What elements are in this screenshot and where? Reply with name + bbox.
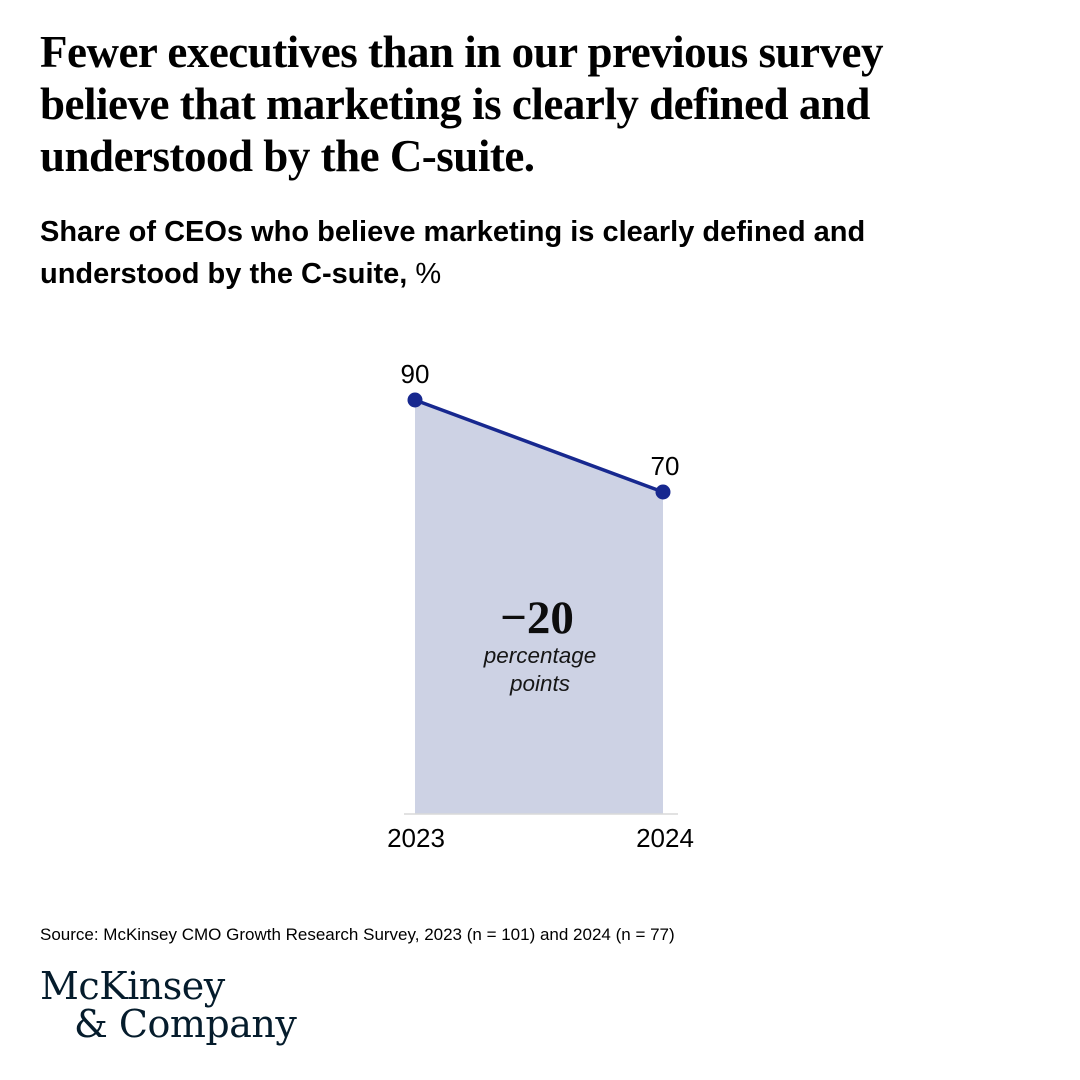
trend-line (414, 398, 664, 494)
data-point-2024 (655, 484, 671, 500)
value-label-2023: 90 (401, 359, 430, 389)
delta-caption-line2: points (509, 671, 570, 696)
logo-line-2: & Company (74, 1002, 297, 1046)
mckinsey-logo: McKinsey & Company (40, 964, 297, 1046)
subtitle-line-2: understood by the C-suite, % (40, 253, 1040, 295)
data-point-2023 (407, 392, 423, 408)
chart-subtitle: Share of CEOs who believe marketing is c… (40, 211, 1040, 295)
subtitle-line-1: Share of CEOs who believe marketing is c… (40, 216, 866, 248)
logo-line-1: McKinsey (40, 964, 225, 1008)
delta-caption-line1: percentage (483, 643, 597, 668)
title-line-3: understood by the C-suite. (40, 131, 535, 181)
page-title: Fewer executives than in our previous su… (40, 26, 1040, 182)
x-tick-2024: 2024 (636, 823, 694, 853)
title-line-2: believe that marketing is clearly define… (40, 79, 870, 129)
x-tick-2023: 2023 (387, 823, 445, 853)
chart-area-fill (415, 400, 663, 814)
title-line-1: Fewer executives than in our previous su… (40, 27, 883, 77)
subtitle-line-2-text: understood by the C-suite, (40, 258, 408, 290)
source-note: Source: McKinsey CMO Growth Research Sur… (40, 925, 675, 944)
delta-value: −20 (500, 592, 574, 644)
value-label-2024: 70 (651, 451, 680, 481)
subtitle-unit-percent: % (415, 258, 442, 290)
